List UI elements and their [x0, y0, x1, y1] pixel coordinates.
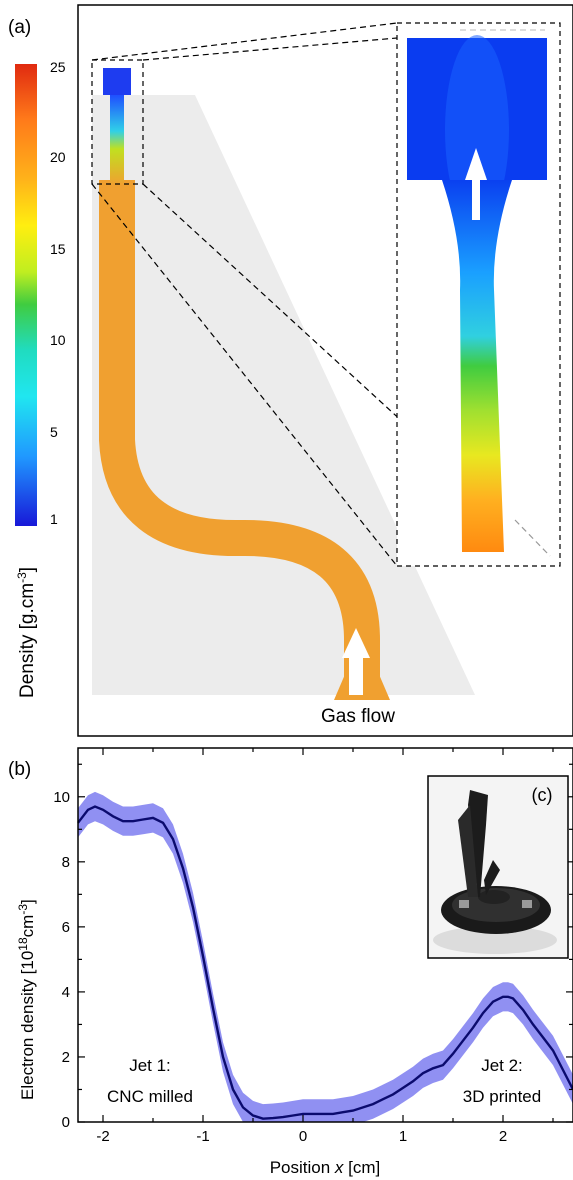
colorbar-label: Density [g.cm-3]	[15, 567, 38, 698]
panel-b-label: (b)	[8, 759, 31, 780]
y-tick-label: 8	[62, 854, 70, 871]
x-tick-label: 1	[399, 1128, 407, 1145]
confidence-band	[78, 791, 573, 1122]
zoom-connectors	[91, 22, 441, 567]
colorbar-tick: 15	[50, 241, 66, 257]
colorbar-tick: 1	[50, 511, 58, 527]
panel-b: (b) Electron density [1018cm-3] Position…	[8, 747, 573, 1177]
y-tick-label: 0	[62, 1114, 70, 1131]
base-hole	[522, 900, 532, 908]
jet1-label-line1: Jet 1:	[129, 1056, 171, 1075]
y-tick-label: 10	[53, 789, 70, 806]
zoom-inset-frame	[396, 22, 561, 567]
y-tick-label: 6	[62, 919, 70, 936]
panel-a: (a) 25 20 15 10 5 1 Density [g.cm-3]	[8, 4, 573, 737]
jet2-label-line2: 3D printed	[463, 1087, 541, 1106]
plot-area	[77, 791, 573, 1122]
jet-outlet	[103, 68, 131, 95]
zoom-arrow-shaft	[472, 178, 480, 220]
colorbar-tick: 20	[50, 149, 66, 165]
x-tick-label: -2	[96, 1128, 109, 1145]
jet-fin-side	[458, 805, 478, 897]
colorbar-tick: 10	[50, 332, 66, 348]
zoom-plume	[445, 35, 509, 225]
series-line	[77, 805, 573, 1120]
gas-flow-label: Gas flow	[321, 706, 395, 727]
axes: 0 2 4 6 8 10 -2 -1 0 1 2	[53, 748, 573, 1145]
zoom-connector-grey	[514, 519, 551, 557]
jet-throat	[110, 95, 124, 185]
zoom-inset	[396, 22, 561, 567]
zoom-arrow-icon	[465, 148, 487, 180]
jet1-label-line2: CNC milled	[107, 1087, 193, 1106]
zoom-source-box	[91, 59, 144, 185]
photo-inset: (c)	[427, 775, 569, 959]
x-tick-label: -1	[196, 1128, 209, 1145]
panel-a-label: (a)	[8, 17, 31, 38]
jet-body	[99, 180, 380, 700]
x-tick-label: 0	[299, 1128, 307, 1145]
y-tick-label: 4	[62, 984, 70, 1001]
zoom-nozzle	[442, 180, 512, 552]
colorbar: 25 20 15 10 5 1 Density [g.cm-3]	[15, 59, 66, 698]
photo-shadow	[433, 926, 557, 954]
x-tick-label: 2	[499, 1128, 507, 1145]
panel-c-label: (c)	[532, 785, 553, 805]
jet-fin	[468, 790, 488, 897]
jet2-label-line1: Jet 2:	[481, 1056, 523, 1075]
colorbar-tick: 25	[50, 59, 66, 75]
jet-support	[484, 860, 500, 895]
colorbar-gradient	[15, 64, 37, 526]
jet-channel	[99, 68, 390, 700]
colorbar-tick: 5	[50, 424, 58, 440]
plot-frame	[77, 747, 573, 1123]
y-tick-label: 2	[62, 1049, 70, 1066]
y-axis-label: Electron density [1018cm-3]	[16, 899, 37, 1100]
x-axis-label: Position x [cm]	[270, 1158, 381, 1177]
flow-arrow-shaft	[349, 655, 363, 695]
base-hole	[459, 900, 469, 908]
flow-arrow-icon	[342, 628, 370, 658]
jet-boss	[478, 890, 510, 904]
